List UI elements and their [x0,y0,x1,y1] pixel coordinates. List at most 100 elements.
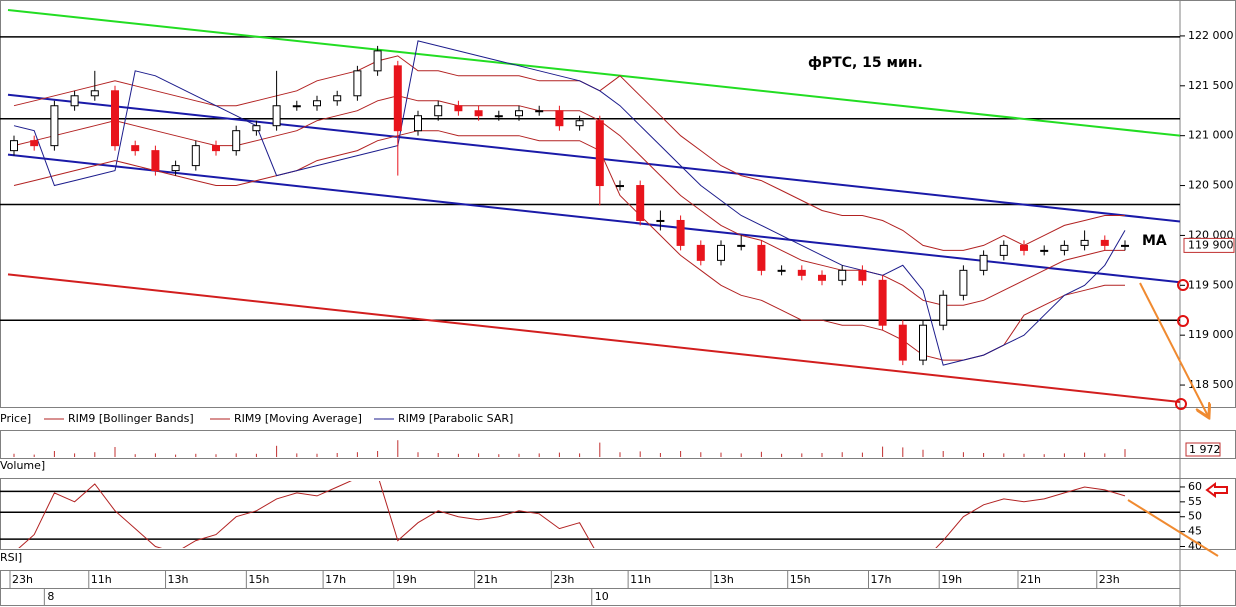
rsi-panel [0,481,1180,548]
candle-body [919,324,927,361]
x-tick-label: 21h [477,573,498,586]
candle-body [30,140,39,147]
candle-body [616,185,624,188]
indicator-line [13,55,1125,251]
trend-line [7,8,1180,137]
volume-last-label: 1 972 [1189,443,1221,456]
candle-body [393,65,402,132]
candle-body [232,130,241,152]
rsi-tick-label: 55 [1188,495,1202,508]
x-tick-label: 17h [871,573,892,586]
marker [1175,398,1187,410]
arrow [1139,282,1208,416]
candle-body [1080,239,1089,246]
candle-body [111,90,119,147]
rsi-tick-label: 45 [1188,525,1202,538]
candle-body [353,70,362,97]
candle-body [555,110,564,127]
candle-body [292,105,301,108]
y-tick-label: 119 500 [1188,278,1234,291]
legend-entry: RIM9 [Bollinger Bands] [68,412,194,425]
x-tick-label: 13h [168,573,189,586]
candle-body [454,105,463,112]
candle-body [151,150,160,172]
x-tick-label: 19h [941,573,962,586]
y-tick-label: 120 500 [1188,179,1234,192]
indicator-line [13,40,1126,366]
price-box [1183,237,1235,253]
y-tick-label: 122 000 [1188,29,1234,42]
x-tick-label: 19h [396,573,417,586]
rsi-label: RSI] [0,551,22,564]
candle-body [858,269,867,281]
candle-body [474,110,483,117]
rsi-tick-label: 50 [1188,510,1202,523]
price-label: 119 900 [1188,238,1234,251]
arrow [1127,499,1219,557]
marker [1177,315,1189,327]
rsi-line [18,481,1126,548]
candle-body [757,244,766,271]
candle-body [777,269,786,272]
rsi-tick-label: 60 [1188,480,1202,493]
candle-body [575,120,584,127]
candle-body [535,110,544,113]
candle-body [90,90,99,97]
annotation: фРТС, 15 мин. [808,55,923,71]
volume-panel: 1 972 [13,440,1221,457]
trend-line [7,93,1180,223]
candle-body [818,274,826,281]
time-axis: 23h 11h 13h 15h 17h 19h 21h 23h 11h 13h 15h 17h 19h 2… [9,571,1120,605]
candle-body [1100,239,1109,246]
candle-body [10,140,18,152]
x-tick-label: 11h [630,573,651,586]
candle-body [252,125,261,132]
markup-drawings [1127,279,1228,557]
candle-body [939,294,948,326]
candle-body [717,244,725,261]
ma-label: MA [1142,233,1167,249]
x-tick-label: 21h [1020,573,1041,586]
candle-body [898,324,907,361]
x-tick-label: 15h [248,573,269,586]
candle-body [191,145,200,167]
candle-body [979,254,988,271]
trend-line [7,153,1180,284]
y-tick-label: 119 000 [1188,328,1234,341]
candle-body [1040,249,1049,252]
candle-body [1121,244,1129,247]
indicator-line [13,95,1125,306]
candle-body [878,279,887,326]
legend-entry: Price] [0,412,31,425]
legend: Price] RIM9 [Bollinger Bands] RIM9 [Movi… [0,412,513,425]
candle-body [595,120,604,187]
candle-body [838,269,847,281]
x-tick-label: 23h [553,573,574,586]
candle-body [999,244,1008,256]
x-tick-label: 11h [91,573,112,586]
price-panel [0,8,1180,404]
x-tick-label: 17h [325,573,346,586]
candle-body [737,244,746,247]
candle-body [50,105,59,147]
y-tick-label: 118 500 [1188,378,1234,391]
candle-body [636,185,645,221]
candle-body [373,50,382,72]
candle-body [131,145,140,152]
x-tick-label: 13h [713,573,734,586]
candle-body [959,269,968,296]
legend-entry: RIM9 [Moving Average] [234,412,362,425]
x-tick-label: 15h [790,573,811,586]
date-label: 10 [595,590,609,603]
candle-body [656,219,665,222]
y-tick-label: 121 500 [1188,79,1234,92]
x-tick-label: 23h [12,573,33,586]
candle-body [434,105,443,117]
candle-body [1060,244,1069,251]
marker [1177,279,1189,291]
volume-label: Volume] [0,459,45,472]
x-tick-label: 23h [1099,573,1120,586]
